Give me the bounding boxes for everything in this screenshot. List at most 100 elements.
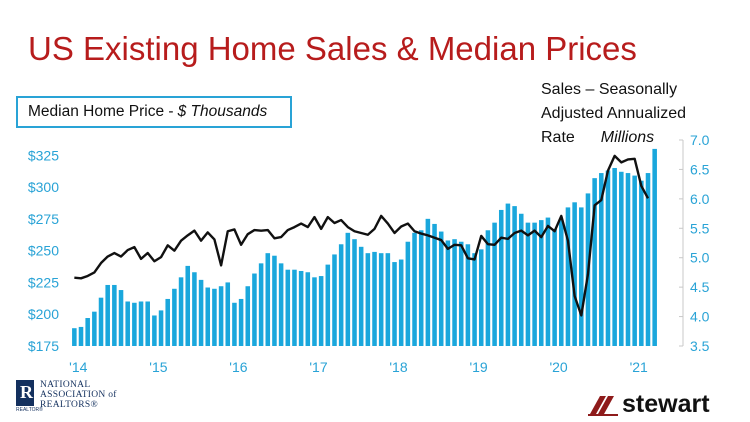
price-bar xyxy=(192,272,197,346)
price-bar xyxy=(318,276,324,346)
nar-logo-text: NATIONAL ASSOCIATION of REALTORS® xyxy=(40,380,117,410)
price-bar xyxy=(98,297,104,346)
right-axis-label-millions: Millions xyxy=(600,129,655,146)
price-bar xyxy=(205,287,211,346)
price-bar xyxy=(252,273,257,346)
price-bar xyxy=(198,279,204,346)
x-tick-label: '18 xyxy=(389,359,407,375)
price-bar xyxy=(478,249,484,346)
left-tick-label: $200 xyxy=(28,306,59,322)
price-bar xyxy=(278,263,284,346)
price-bar xyxy=(265,253,271,346)
price-bar xyxy=(358,246,364,346)
price-bar xyxy=(632,175,637,346)
x-tick-label: '21 xyxy=(630,359,648,375)
price-bar xyxy=(152,315,157,346)
price-bar xyxy=(512,206,517,346)
price-bar xyxy=(605,170,611,346)
price-bar xyxy=(258,263,264,346)
price-bar xyxy=(298,270,304,346)
x-tick-label: '20 xyxy=(549,359,567,375)
left-tick-label: $250 xyxy=(28,243,59,259)
right-tick-label: 4.5 xyxy=(690,279,710,295)
price-bar xyxy=(639,180,644,346)
price-bar xyxy=(579,207,584,346)
price-bar xyxy=(592,178,597,346)
price-bar xyxy=(185,265,191,346)
right-tick-label: 7.0 xyxy=(690,132,710,148)
price-bar xyxy=(118,290,124,346)
price-bar xyxy=(212,288,217,346)
price-bar xyxy=(272,255,277,346)
price-bar xyxy=(518,213,524,346)
price-bar xyxy=(398,259,404,346)
price-bar xyxy=(125,301,130,346)
price-bar xyxy=(312,277,317,346)
right-axis-label-rate: Rate xyxy=(541,129,575,146)
price-bar xyxy=(92,311,97,346)
price-bar xyxy=(338,244,344,346)
x-tick-label: '19 xyxy=(469,359,487,375)
price-bar xyxy=(352,239,357,346)
price-bar xyxy=(345,232,351,346)
right-tick-label: 5.0 xyxy=(690,250,710,266)
right-axis: 3.5 4.0 4.5 5.0 5.5 6.0 6.5 7.0 xyxy=(679,132,710,354)
nar-logo-sub: REALTOR® xyxy=(16,407,43,413)
left-axis: $175 $200 $225 $250 $275 $300 $325 xyxy=(28,147,59,354)
price-bar xyxy=(645,173,651,346)
price-bar xyxy=(498,209,504,346)
price-bar xyxy=(365,253,371,346)
left-tick-label: $300 xyxy=(28,179,59,195)
x-tick-label: '14 xyxy=(69,359,87,375)
price-bar xyxy=(412,232,417,346)
price-bar xyxy=(245,286,251,346)
price-bar xyxy=(225,282,231,346)
price-bar xyxy=(372,251,377,346)
price-bar xyxy=(525,222,531,346)
price-bar xyxy=(385,253,391,346)
price-bar xyxy=(218,286,224,346)
line-series xyxy=(74,154,650,317)
right-tick-label: 6.5 xyxy=(690,161,710,177)
price-bar xyxy=(72,328,77,346)
price-bar xyxy=(545,217,551,346)
price-bar xyxy=(438,231,444,346)
right-tick-label: 5.5 xyxy=(690,220,710,236)
price-bar xyxy=(112,284,117,346)
right-axis-label-line2: Adjusted Annualized xyxy=(541,105,686,122)
price-bar xyxy=(392,262,397,346)
price-bar xyxy=(565,207,571,346)
x-tick-label: '17 xyxy=(309,359,327,375)
price-bar xyxy=(305,272,311,346)
price-bar xyxy=(85,318,90,346)
price-bar xyxy=(465,244,471,346)
price-bar xyxy=(132,302,137,346)
price-bar xyxy=(559,220,564,346)
x-axis: '14 '15 '16 '17 '18 '19 '20 '21 xyxy=(69,359,648,375)
chart-title: US Existing Home Sales & Median Prices xyxy=(28,30,637,67)
price-bar xyxy=(105,284,110,346)
price-bar xyxy=(652,148,657,346)
price-bar xyxy=(485,230,491,346)
price-bar xyxy=(432,223,437,346)
realtor-r-icon: R xyxy=(16,380,34,406)
price-bar xyxy=(458,241,464,346)
right-axis-label-line3: Rate Millions xyxy=(541,126,686,150)
price-bar xyxy=(532,222,537,346)
price-bar xyxy=(285,269,291,346)
x-tick-label: '16 xyxy=(229,359,247,375)
right-axis-label: Sales – Seasonally Adjusted Annualized R… xyxy=(541,78,686,150)
price-bar xyxy=(612,167,617,346)
right-tick-label: 6.0 xyxy=(690,191,710,207)
price-bar xyxy=(78,326,84,346)
price-bar xyxy=(172,288,177,346)
price-bar xyxy=(378,253,384,346)
left-axis-label: Median Home Price - xyxy=(28,103,174,120)
left-tick-label: $275 xyxy=(28,211,59,227)
price-bar xyxy=(232,302,237,346)
left-tick-label: $225 xyxy=(28,274,59,290)
price-bar xyxy=(238,298,244,346)
price-bar xyxy=(625,173,631,346)
left-tick-label: $325 xyxy=(28,147,59,163)
left-axis-label-box: Median Home Price - $ Thousands xyxy=(16,96,292,128)
